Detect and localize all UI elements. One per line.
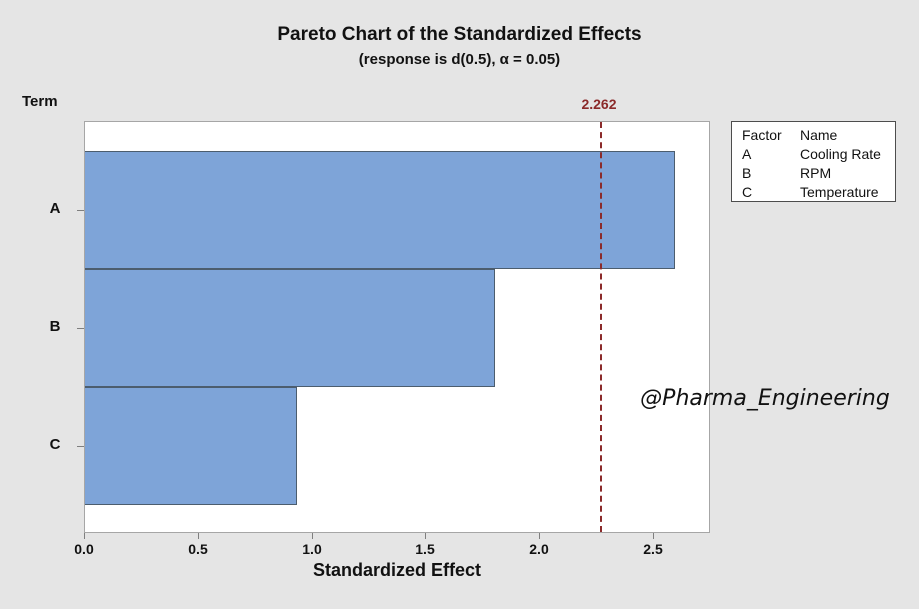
x-tick [539,533,540,539]
plot-area [84,121,710,533]
x-tick [312,533,313,539]
x-tick [198,533,199,539]
y-tick [77,328,84,329]
legend-header-factor: Factor [742,127,782,143]
x-tick-label: 0.0 [74,541,94,557]
x-tick-label: 1.5 [415,541,435,557]
legend-row: A Cooling Rate [742,145,895,164]
legend-factor: B [742,165,752,181]
y-category-label-B: B [49,318,61,335]
x-axis-title: Standardized Effect [312,560,482,580]
x-tick-label: 2.5 [643,541,663,557]
x-tick-label: 2.0 [529,541,549,557]
x-tick [653,533,654,539]
bar-A [85,151,675,269]
x-tick [84,533,85,539]
legend-name: Cooling Rate [800,146,881,162]
x-tick-label: 1.0 [302,541,322,557]
legend-name: Temperature [800,184,879,200]
legend-header-row: Factor Name [742,126,895,145]
legend-header-name: Name [800,127,838,143]
y-category-label-C: C [49,436,61,453]
legend-row: B RPM [742,164,895,183]
legend-name: RPM [800,165,832,181]
x-tick [425,533,426,539]
x-tick-label: 0.5 [188,541,208,557]
bar-C [85,387,297,505]
legend-factor: C [742,184,753,200]
y-category-label-A: A [49,200,61,217]
legend-factor: A [742,146,752,162]
factor-legend: Factor Name A Cooling Rate B RPM C Tempe… [731,121,896,202]
legend-row: C Temperature [742,183,895,202]
y-axis-title: Term [22,93,58,110]
chart-subtitle: (response is d(0.5), α = 0.05) [358,51,561,68]
y-tick [77,446,84,447]
reference-line [600,122,602,532]
bar-B [85,269,495,387]
y-tick [77,210,84,211]
chart-title: Pareto Chart of the Standardized Effects [277,24,642,45]
reference-line-label: 2.262 [581,96,617,112]
watermark: @Pharma_Engineering [640,386,890,411]
